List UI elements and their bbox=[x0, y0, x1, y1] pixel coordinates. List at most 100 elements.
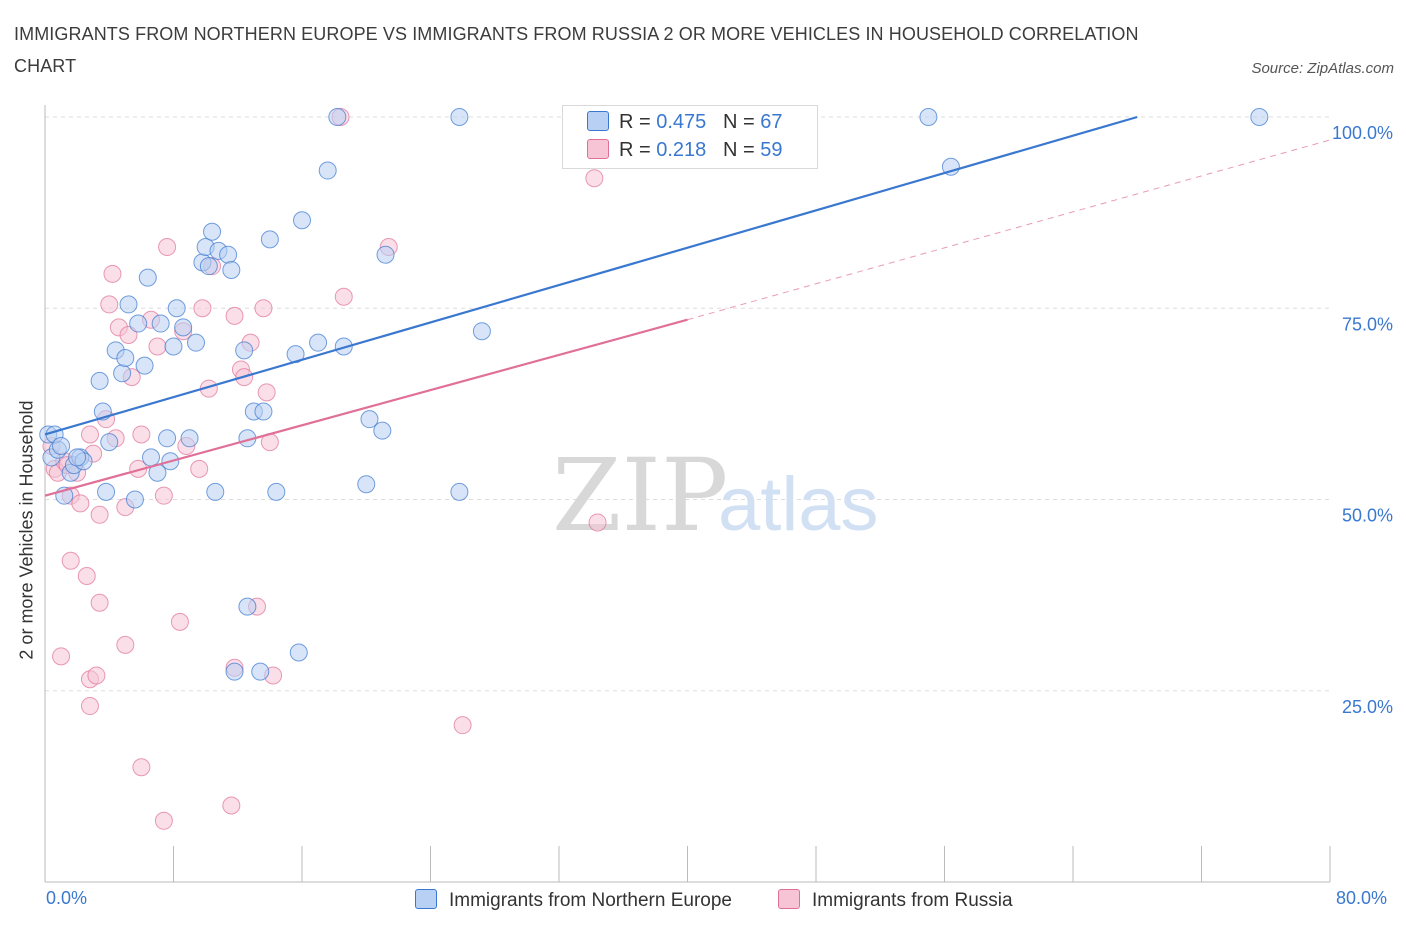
data-point bbox=[125, 490, 144, 509]
data-point bbox=[80, 697, 99, 716]
data-point bbox=[167, 299, 186, 318]
data-point bbox=[334, 287, 353, 306]
x-tick-min: 0.0% bbox=[46, 888, 88, 908]
grid bbox=[45, 116, 1330, 692]
data-point bbox=[472, 322, 491, 341]
y-tick-label: 100.0% bbox=[1332, 123, 1393, 143]
watermark-atlas: atlas bbox=[718, 462, 879, 547]
watermark: ZIP atlas bbox=[552, 437, 879, 554]
y-tick-label: 50.0% bbox=[1342, 506, 1393, 526]
y-axis-label-wrap: 2 or more Vehicles in Household bbox=[12, 300, 42, 760]
data-point bbox=[97, 482, 116, 501]
data-point bbox=[222, 796, 241, 815]
legend-swatch-pink bbox=[587, 139, 609, 159]
northern-europe-points bbox=[39, 108, 1269, 681]
data-point bbox=[132, 758, 151, 777]
data-point bbox=[180, 429, 199, 448]
data-point bbox=[588, 513, 607, 532]
data-point bbox=[174, 318, 193, 337]
legend-n-value: 59 bbox=[760, 139, 783, 161]
data-point bbox=[328, 108, 347, 126]
data-point bbox=[357, 475, 376, 494]
data-point bbox=[116, 635, 135, 654]
data-point bbox=[585, 169, 604, 188]
data-point bbox=[206, 482, 225, 501]
data-point bbox=[71, 494, 90, 513]
data-point bbox=[919, 108, 938, 126]
data-point bbox=[90, 371, 109, 390]
data-point bbox=[251, 662, 270, 681]
source-label: Source: ZipAtlas.com bbox=[1251, 60, 1394, 77]
data-point bbox=[186, 333, 205, 352]
data-point bbox=[52, 647, 71, 666]
legend-row-russia: R = 0.218 N = 59 bbox=[587, 139, 782, 165]
data-point bbox=[90, 505, 109, 524]
y-axis-label: 2 or more Vehicles in Household bbox=[16, 400, 37, 660]
data-point bbox=[87, 666, 106, 685]
trend-extension-russia bbox=[687, 139, 1331, 321]
data-point bbox=[309, 333, 328, 352]
data-point bbox=[116, 348, 135, 367]
data-point bbox=[80, 425, 99, 444]
data-point bbox=[138, 268, 157, 287]
data-point bbox=[450, 108, 469, 126]
data-point bbox=[151, 314, 170, 333]
data-point bbox=[113, 364, 132, 383]
data-point bbox=[77, 567, 96, 585]
data-point bbox=[254, 402, 273, 421]
data-point bbox=[222, 261, 241, 279]
x-tick-max: 80.0% bbox=[1336, 888, 1388, 908]
data-point bbox=[142, 448, 161, 467]
data-point bbox=[225, 662, 244, 681]
data-point bbox=[119, 326, 138, 345]
bottom-legend-label: Immigrants from Russia bbox=[812, 890, 1013, 911]
data-point bbox=[293, 211, 311, 230]
data-point bbox=[154, 811, 173, 830]
y-tick-label: 25.0% bbox=[1342, 697, 1393, 717]
legend-r-label: R = bbox=[619, 139, 657, 161]
data-point bbox=[318, 161, 337, 180]
chart-title: IMMIGRANTS FROM NORTHERN EUROPE VS IMMIG… bbox=[14, 24, 1139, 76]
data-point bbox=[61, 551, 80, 570]
data-point bbox=[135, 356, 154, 375]
data-point bbox=[203, 222, 222, 241]
y-tick-label: 75.0% bbox=[1342, 314, 1393, 334]
data-point bbox=[148, 337, 167, 356]
data-point bbox=[129, 314, 148, 333]
data-point bbox=[164, 337, 183, 356]
data-point bbox=[158, 429, 177, 448]
data-point bbox=[68, 448, 87, 467]
data-point bbox=[254, 299, 273, 318]
data-point bbox=[1250, 108, 1269, 126]
legend-swatch-blue bbox=[587, 111, 609, 131]
bottom-legend-swatch-blue bbox=[415, 889, 437, 909]
data-point bbox=[90, 593, 109, 612]
legend-r-label: R = bbox=[619, 111, 657, 133]
data-point bbox=[289, 643, 308, 662]
russia-points bbox=[42, 108, 607, 830]
data-point bbox=[100, 433, 119, 452]
watermark-zip: ZIP bbox=[552, 437, 728, 554]
data-point bbox=[225, 306, 244, 325]
trend-line-russia bbox=[44, 318, 688, 497]
legend: R = 0.475 N = 67 R = 0.218 N = 59 bbox=[562, 105, 818, 169]
bottom-legend-northern-europe: Immigrants from Northern Europe bbox=[415, 889, 732, 912]
data-point bbox=[132, 425, 151, 444]
legend-n-label: N = bbox=[722, 139, 761, 161]
data-point bbox=[260, 230, 279, 249]
y-tick-labels: 100.0% 75.0% 50.0% 25.0% bbox=[1332, 123, 1393, 717]
legend-r-value: 0.218 bbox=[656, 139, 707, 161]
data-point bbox=[267, 482, 286, 501]
data-point bbox=[373, 421, 392, 440]
legend-n-value: 67 bbox=[760, 111, 783, 133]
axes bbox=[44, 105, 1331, 883]
legend-n-label: N = bbox=[722, 111, 761, 133]
data-point bbox=[257, 383, 276, 402]
data-point bbox=[193, 299, 212, 318]
data-point bbox=[376, 245, 395, 264]
data-point bbox=[158, 238, 177, 257]
legend-row-northern-europe: R = 0.475 N = 67 bbox=[587, 111, 782, 137]
data-point bbox=[119, 295, 138, 314]
trend-line-northern-europe bbox=[44, 115, 1138, 436]
data-point bbox=[170, 612, 189, 631]
